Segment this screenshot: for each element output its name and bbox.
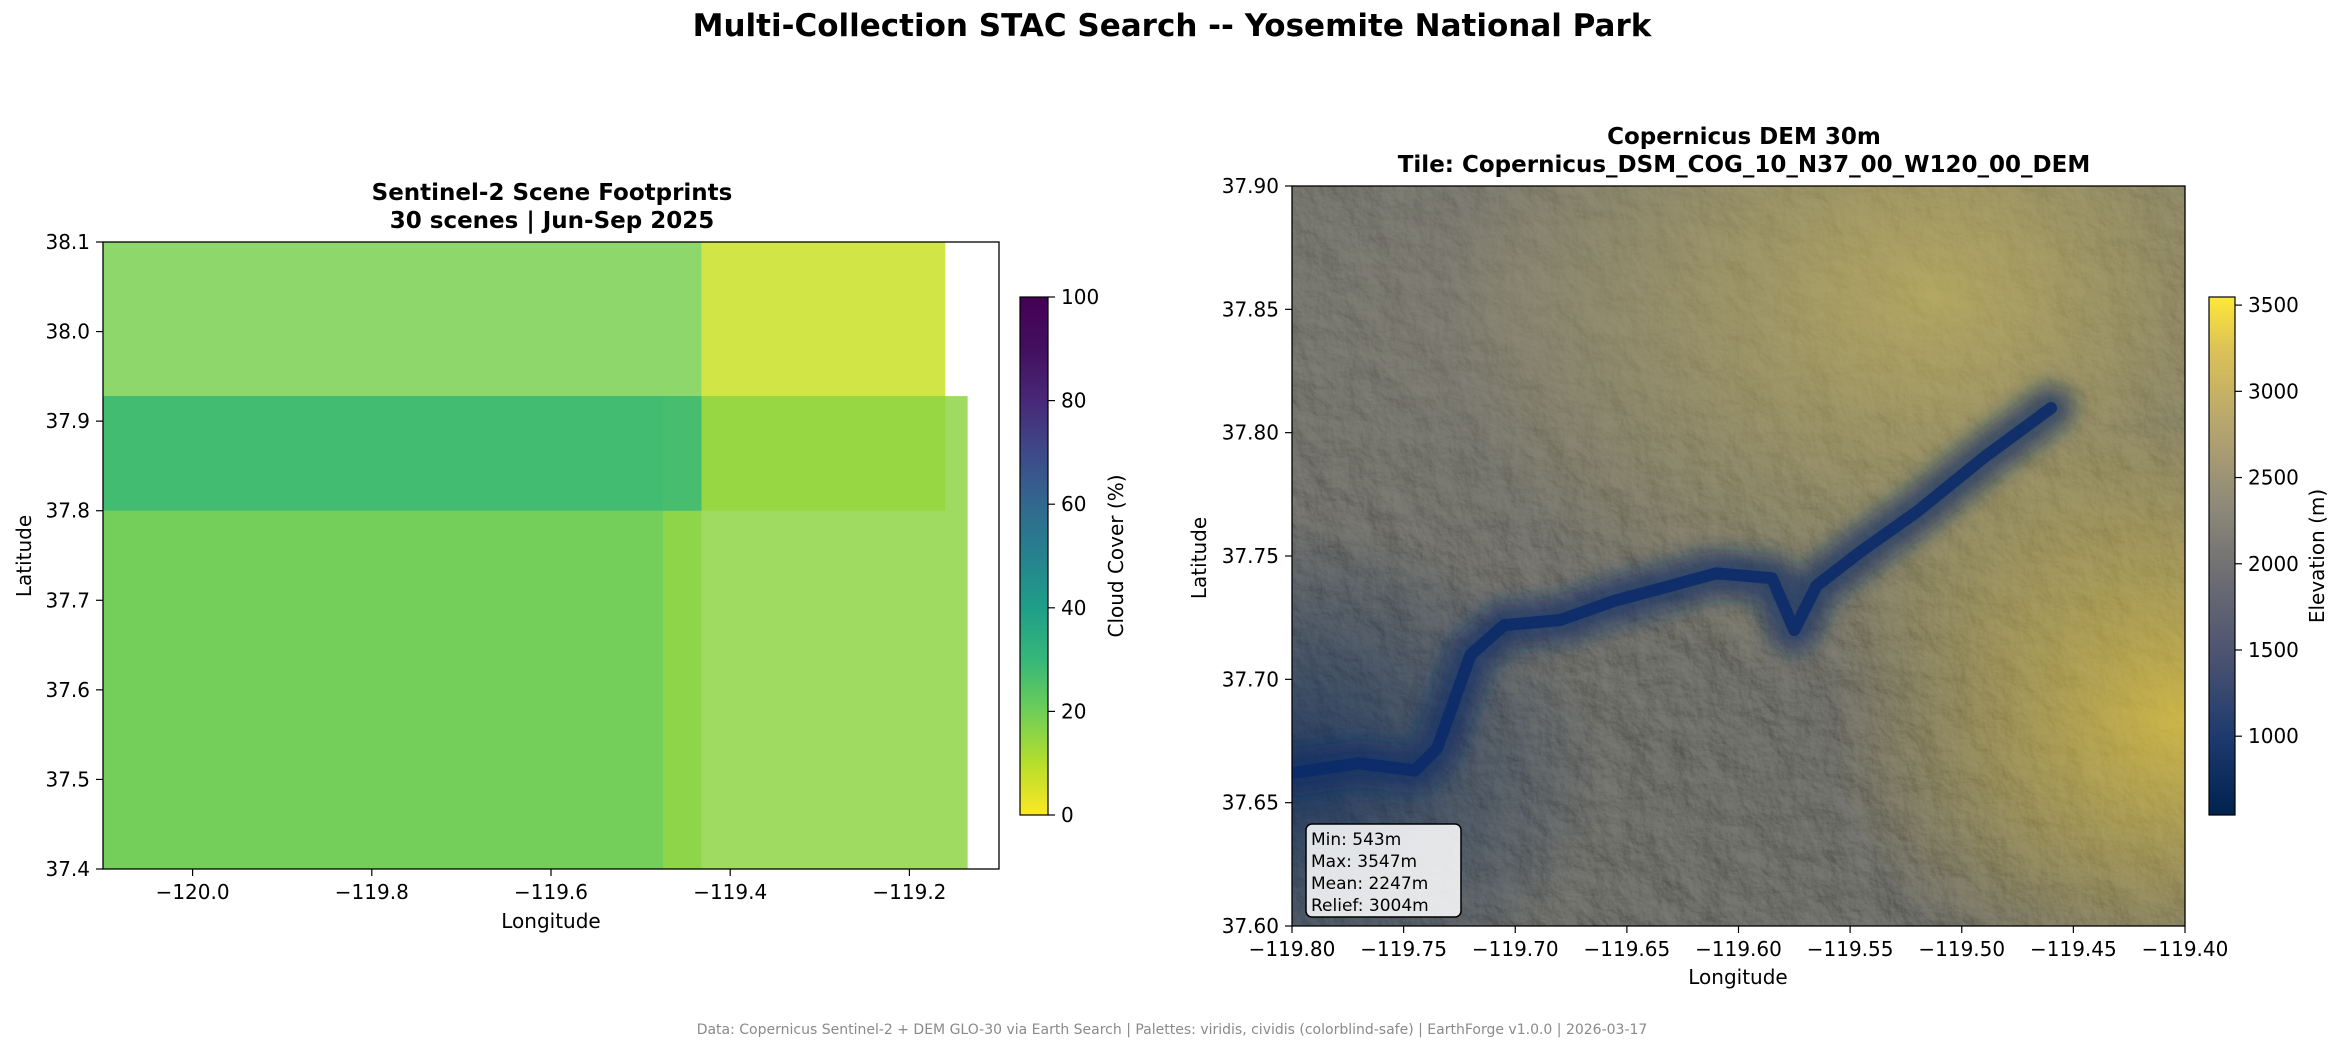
cloud-cover-tick-label: 100 xyxy=(1061,285,1099,309)
dem-x-axis-label: Longitude xyxy=(1688,965,1787,989)
dem-x-ticks: −119.80 −119.75 −119.70 −119.65 −119.60 −119.… xyxy=(1249,926,2229,961)
dem-x-tick-label: −119.50 xyxy=(1918,937,2005,961)
dem-y-tick-label: 37.80 xyxy=(1222,421,1279,445)
dem-x-tick-label: −119.55 xyxy=(1807,937,1894,961)
stat-relief: Relief: 3004m xyxy=(1311,896,1429,916)
footprints-title-line-2: 30 scenes | Jun-Sep 2025 xyxy=(389,208,715,234)
footprints-y-tick-label: 37.4 xyxy=(45,857,90,881)
footprints-x-tick-label: −120.0 xyxy=(156,880,230,904)
dem-x-tick-label: −119.60 xyxy=(1695,937,1782,961)
elevation-tick-label: 2500 xyxy=(2248,466,2299,490)
footprints-y-ticks: 37.4 37.5 37.6 37.7 37.8 37.9 38.0 38.1 xyxy=(45,230,103,881)
dem-y-ticks: 37.60 37.65 37.70 37.75 37.80 37.85 37.90 xyxy=(1222,174,1292,938)
cloud-cover-colorbar-label: Cloud Cover (%) xyxy=(1104,474,1128,637)
dem-x-tick-label: −119.80 xyxy=(1249,937,1336,961)
elevation-stats-box xyxy=(1305,823,1462,918)
footprints-y-tick-label: 37.9 xyxy=(45,409,90,433)
footprints-x-tick-label: −119.8 xyxy=(335,880,409,904)
footprint-5 xyxy=(103,396,702,511)
footprints-title-line-1: Sentinel-2 Scene Footprints xyxy=(371,180,733,206)
elevation-tick-label: 3500 xyxy=(2248,293,2299,317)
figure-title: Multi-Collection STAC Search -- Yosemite… xyxy=(692,8,1652,44)
dem-raster xyxy=(1292,186,2185,926)
footprints-y-tick-label: 37.6 xyxy=(45,678,90,702)
elevation-colorbar-ticks: 1000 1500 2000 2500 3000 3500 xyxy=(2235,293,2299,748)
elevation-colorbar-frame xyxy=(2208,296,2236,816)
elevation-colorbar xyxy=(2209,297,2235,815)
footprints-y-tick-label: 38.1 xyxy=(45,230,90,254)
footprints-x-tick-label: −119.4 xyxy=(693,880,767,904)
dem-x-tick-label: −119.45 xyxy=(2030,937,2117,961)
elevation-tick-label: 1000 xyxy=(2248,724,2299,748)
stat-min: Min: 543m xyxy=(1311,830,1401,850)
dem-x-tick-label: −119.40 xyxy=(2142,937,2229,961)
footprints-y-tick-label: 38.0 xyxy=(45,320,90,344)
dem-y-tick-label: 37.85 xyxy=(1222,297,1279,321)
dem-panel: −119.80 −119.75 −119.70 −119.65 −119.60 −119.… xyxy=(1187,174,2329,989)
dem-chart-title: Copernicus DEM 30m Tile: Copernicus_DSM_… xyxy=(1294,123,2194,179)
footprints-x-tick-label: −119.2 xyxy=(872,880,946,904)
cloud-cover-tick-label: 60 xyxy=(1061,492,1086,516)
elevation-tick-label: 1500 xyxy=(2248,638,2299,662)
footprints-y-tick-label: 37.5 xyxy=(45,767,90,791)
stat-max: Max: 3547m xyxy=(1311,852,1417,872)
dem-y-tick-label: 37.75 xyxy=(1222,544,1279,568)
cloud-cover-colorbar xyxy=(1020,297,1048,815)
cloud-cover-tick-label: 40 xyxy=(1061,596,1086,620)
footprints-x-ticks: −120.0 −119.8 −119.6 −119.4 −119.2 xyxy=(156,869,946,904)
valley-floor xyxy=(1292,402,2058,780)
footprints-y-axis-label: Latitude xyxy=(12,515,36,597)
dem-y-tick-label: 37.70 xyxy=(1222,667,1279,691)
dem-x-tick-label: −119.75 xyxy=(1360,937,1447,961)
elevation-colorbar-label: Elevation (m) xyxy=(2305,489,2329,623)
dem-x-tick-label: −119.65 xyxy=(1584,937,1671,961)
dem-y-tick-label: 37.65 xyxy=(1222,791,1279,815)
cloud-cover-colorbar-ticks: 0 20 40 60 80 100 xyxy=(1048,285,1099,827)
cloud-cover-tick-label: 20 xyxy=(1061,699,1086,723)
footprint-rectangles xyxy=(103,242,968,869)
figure-canvas: −120.0 −119.8 −119.6 −119.4 −119.2 37.437.53… xyxy=(12,174,2329,989)
dem-y-tick-label: 37.90 xyxy=(1222,174,1279,198)
footprints-panel: −120.0 −119.8 −119.6 −119.4 −119.2 37.437.53… xyxy=(12,230,1128,933)
footprints-x-axis-label: Longitude xyxy=(501,909,600,933)
elevation-tick-label: 2000 xyxy=(2248,552,2299,576)
cloud-cover-colorbar-frame xyxy=(1019,296,1049,816)
cloud-cover-tick-label: 80 xyxy=(1061,389,1086,413)
dem-title-line-1: Copernicus DEM 30m xyxy=(1607,124,1881,150)
cloud-cover-tick-label: 0 xyxy=(1061,803,1074,827)
footprints-y-tick-label: 37.7 xyxy=(45,588,90,612)
figure-footer: Data: Copernicus Sentinel-2 + DEM GLO-30… xyxy=(696,1022,1648,1038)
dem-y-tick-label: 37.60 xyxy=(1222,914,1279,938)
footprints-y-tick-label: 37.8 xyxy=(45,499,90,523)
footprints-x-tick-label: −119.6 xyxy=(514,880,588,904)
elevation-tick-label: 3000 xyxy=(2248,379,2299,403)
dem-y-axis-label: Latitude xyxy=(1187,517,1211,599)
stat-mean: Mean: 2247m xyxy=(1311,874,1428,894)
footprints-chart-title: Sentinel-2 Scene Footprints 30 scenes | … xyxy=(102,179,1002,235)
dem-x-tick-label: −119.70 xyxy=(1472,937,1559,961)
footprint-4 xyxy=(663,396,968,869)
dem-title-line-2: Tile: Copernicus_DSM_COG_10_N37_00_W120_… xyxy=(1397,152,2091,178)
